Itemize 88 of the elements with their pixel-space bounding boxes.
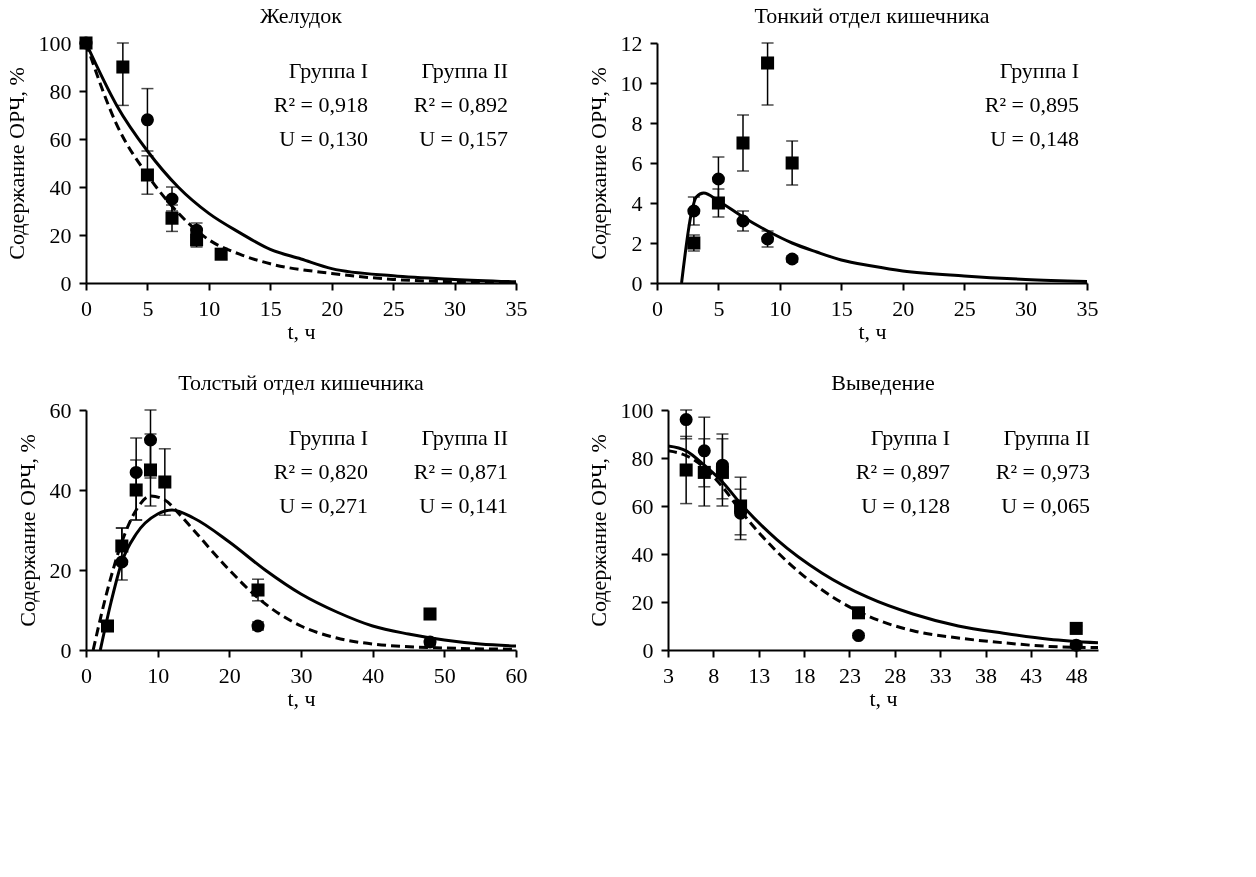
y-tick-label: 20: [49, 222, 72, 248]
chart-title: Выведение: [831, 370, 935, 395]
x-tick-label: 28: [884, 662, 907, 688]
annotation: Группа II: [421, 425, 508, 450]
y-tick-label: 100: [620, 397, 654, 423]
annotation: R² = 0,895: [984, 92, 1079, 117]
x-tick-label: 20: [892, 295, 915, 321]
chart-title: Тонкий отдел кишечника: [754, 3, 990, 28]
annotation: U = 0,148: [990, 126, 1079, 151]
x-tick-label: 0: [81, 295, 92, 321]
x-tick-label: 20: [218, 662, 241, 688]
annotation: R² = 0,973: [995, 459, 1090, 484]
y-tick-label: 6: [631, 150, 643, 176]
y-tick-label: 40: [49, 174, 72, 200]
y-axis-title: Содержание ОРЧ, %: [585, 434, 611, 627]
y-tick-label: 100: [38, 30, 72, 56]
chart-title: Толстый отдел кишечника: [178, 370, 425, 395]
x-axis-title: t, ч: [858, 318, 887, 344]
y-axis-title: Содержание ОРЧ, %: [585, 67, 611, 260]
annotation: U = 0,271: [279, 493, 368, 518]
x-tick-label: 30: [444, 295, 467, 321]
annotation: Группа I: [999, 58, 1079, 83]
annotation: Группа II: [1003, 425, 1090, 450]
y-axis-title: Содержание ОРЧ, %: [3, 67, 29, 260]
annotation: U = 0,128: [861, 493, 950, 518]
x-tick-label: 30: [290, 662, 313, 688]
y-tick-label: 12: [620, 30, 643, 56]
x-tick-label: 10: [769, 295, 792, 321]
y-tick-label: 60: [631, 493, 654, 519]
x-tick-label: 5: [142, 295, 154, 321]
x-tick-label: 50: [433, 662, 456, 688]
x-tick-label: 13: [748, 662, 771, 688]
annotation: R² = 0,892: [413, 92, 508, 117]
y-tick-label: 40: [49, 477, 72, 503]
annotation: R² = 0,897: [855, 459, 950, 484]
y-tick-label: 0: [60, 270, 72, 296]
y-tick-label: 8: [631, 110, 643, 136]
annotation: R² = 0,918: [273, 92, 368, 117]
annotation: Группа I: [288, 425, 368, 450]
x-tick-label: 60: [505, 662, 528, 688]
y-tick-label: 40: [631, 541, 654, 567]
x-tick-label: 23: [838, 662, 861, 688]
annotation: U = 0,157: [419, 126, 508, 151]
annotation: U = 0,130: [279, 126, 368, 151]
y-tick-label: 60: [49, 126, 72, 152]
x-axis-title: t, ч: [869, 685, 898, 711]
y-tick-label: 20: [631, 589, 654, 615]
chart-title: Желудок: [260, 3, 343, 28]
y-tick-label: 60: [49, 397, 72, 423]
x-tick-label: 48: [1065, 662, 1088, 688]
y-tick-label: 2: [631, 230, 643, 256]
x-tick-label: 15: [259, 295, 282, 321]
y-tick-label: 4: [631, 190, 643, 216]
y-tick-label: 80: [49, 78, 72, 104]
y-tick-label: 0: [60, 637, 72, 663]
y-axis-title: Содержание ОРЧ, %: [14, 434, 40, 627]
x-axis-title: t, ч: [287, 318, 316, 344]
x-tick-label: 15: [830, 295, 853, 321]
x-tick-label: 20: [321, 295, 344, 321]
x-tick-label: 3: [663, 662, 674, 688]
y-tick-label: 20: [49, 557, 72, 583]
y-tick-label: 0: [631, 270, 643, 296]
x-tick-label: 25: [953, 295, 976, 321]
x-axis-title: t, ч: [287, 685, 316, 711]
x-tick-label: 8: [708, 662, 720, 688]
x-tick-label: 18: [793, 662, 816, 688]
x-tick-label: 33: [929, 662, 952, 688]
annotation: Группа I: [870, 425, 950, 450]
x-tick-label: 10: [147, 662, 170, 688]
x-tick-label: 38: [975, 662, 998, 688]
x-tick-label: 5: [713, 295, 725, 321]
annotation: Группа I: [288, 58, 368, 83]
x-tick-label: 43: [1020, 662, 1043, 688]
x-tick-label: 35: [505, 295, 528, 321]
x-tick-label: 30: [1015, 295, 1038, 321]
x-tick-label: 10: [198, 295, 221, 321]
x-tick-label: 40: [362, 662, 385, 688]
y-tick-label: 80: [631, 445, 654, 471]
y-tick-label: 10: [620, 70, 643, 96]
annotation: U = 0,141: [419, 493, 508, 518]
annotation: Группа II: [421, 58, 508, 83]
x-tick-label: 0: [81, 662, 92, 688]
y-tick-label: 0: [642, 637, 654, 663]
annotation: U = 0,065: [1001, 493, 1090, 518]
annotation: R² = 0,820: [273, 459, 368, 484]
annotation: R² = 0,871: [413, 459, 508, 484]
x-tick-label: 35: [1076, 295, 1099, 321]
x-tick-label: 25: [382, 295, 405, 321]
